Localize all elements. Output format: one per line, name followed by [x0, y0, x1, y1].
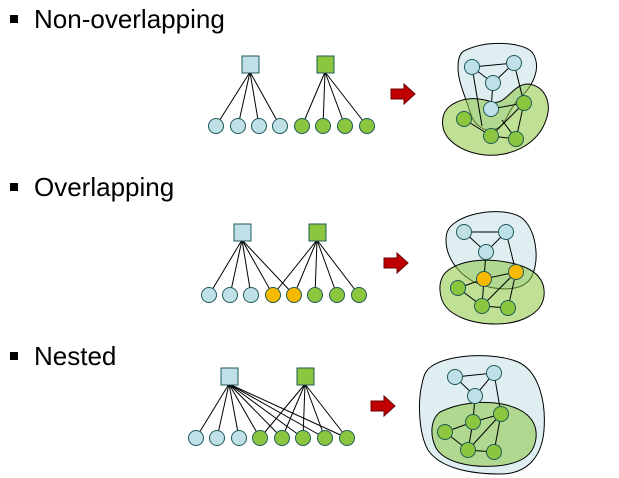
section-heading-overlapping: Overlapping	[10, 174, 174, 200]
community-square-blue	[241, 55, 260, 74]
community-square-blue	[233, 223, 252, 242]
heading-text: Overlapping	[34, 172, 175, 202]
node-blue	[230, 118, 246, 134]
node-orange	[265, 287, 281, 303]
node-green	[252, 430, 268, 446]
community-square-green	[296, 367, 315, 386]
node-blue	[201, 287, 217, 303]
node-green	[295, 430, 311, 446]
node-green	[307, 287, 323, 303]
right-arrow-icon	[383, 251, 409, 275]
node-blue	[272, 118, 288, 134]
community-square-green	[308, 223, 327, 242]
heading-text: Nested	[34, 341, 117, 371]
node-blue	[209, 430, 225, 446]
bipartite-nested	[195, 383, 348, 439]
heading-text: Non-overlapping	[34, 4, 225, 34]
node-green	[317, 430, 333, 446]
node-green	[351, 287, 367, 303]
node-blue	[208, 118, 224, 134]
community-square-green	[316, 55, 335, 74]
right-arrow-icon	[390, 82, 416, 106]
node-green	[359, 118, 375, 134]
section-heading-nested: Nested	[10, 343, 116, 369]
node-green	[274, 430, 290, 446]
bipartite-non-overlapping	[215, 71, 368, 127]
node-green	[339, 430, 355, 446]
bipartite-overlapping	[208, 239, 360, 296]
network-non-overlapping	[442, 42, 549, 156]
community-region-green	[431, 401, 537, 467]
node-green	[337, 118, 353, 134]
node-blue	[231, 430, 247, 446]
node-green	[329, 287, 345, 303]
node-blue	[243, 287, 259, 303]
network-overlapping	[439, 211, 545, 325]
node-blue	[188, 430, 204, 446]
section-heading-non-overlapping: Non-overlapping	[10, 6, 225, 32]
community-square-blue	[220, 367, 239, 386]
node-green	[294, 118, 310, 134]
square-bullet-icon	[10, 183, 18, 191]
node-blue	[222, 287, 238, 303]
right-arrow-icon	[370, 394, 396, 418]
node-green	[315, 118, 331, 134]
network-nested	[419, 355, 545, 475]
node-orange	[286, 287, 302, 303]
node-blue	[251, 118, 267, 134]
square-bullet-icon	[10, 15, 18, 23]
square-bullet-icon	[10, 352, 18, 360]
